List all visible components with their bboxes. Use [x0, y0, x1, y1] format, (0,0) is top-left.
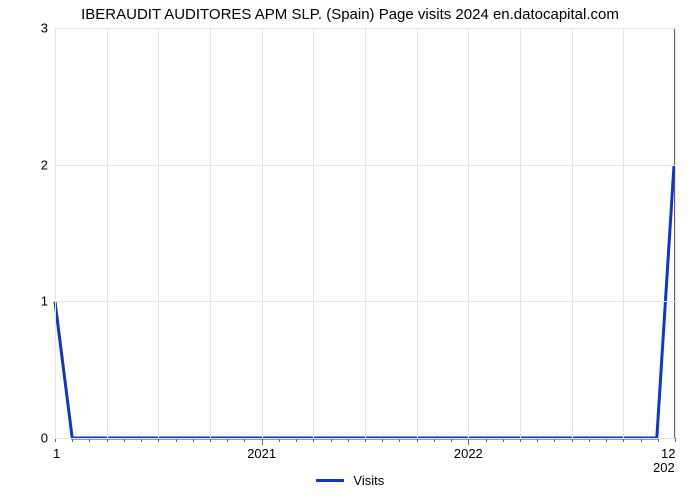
- y-tick-label: 0: [0, 431, 48, 446]
- y-tick-label: 3: [0, 21, 48, 36]
- grid-vline: [313, 28, 314, 438]
- y-tick-label: 1: [0, 294, 48, 309]
- grid-vline: [210, 28, 211, 438]
- grid-vline: [520, 28, 521, 438]
- grid-vline: [365, 28, 366, 438]
- grid-vline: [417, 28, 418, 438]
- grid-hline: [55, 438, 675, 439]
- grid-vline: [623, 28, 624, 438]
- x-tick-major: [468, 438, 469, 445]
- x-tick-minor: [675, 438, 676, 442]
- grid-vline: [158, 28, 159, 438]
- grid-vline: [107, 28, 108, 438]
- x-end-label-left: 1: [53, 446, 60, 461]
- chart-container: IBERAUDIT AUDITORES APM SLP. (Spain) Pag…: [0, 0, 700, 500]
- legend-swatch: [316, 479, 344, 482]
- grid-vline: [572, 28, 573, 438]
- grid-vline: [262, 28, 263, 438]
- legend-label: Visits: [353, 473, 384, 488]
- y-tick-label: 2: [0, 157, 48, 172]
- x-tick-label: 2021: [247, 446, 276, 461]
- grid-vline: [468, 28, 469, 438]
- x-end-label-right: 12: [661, 446, 675, 461]
- grid-vline: [675, 28, 676, 438]
- chart-title: IBERAUDIT AUDITORES APM SLP. (Spain) Pag…: [0, 6, 700, 23]
- legend: Visits: [0, 472, 700, 488]
- x-tick-label: 2022: [454, 446, 483, 461]
- grid-vline: [55, 28, 56, 438]
- x-tick-major: [262, 438, 263, 445]
